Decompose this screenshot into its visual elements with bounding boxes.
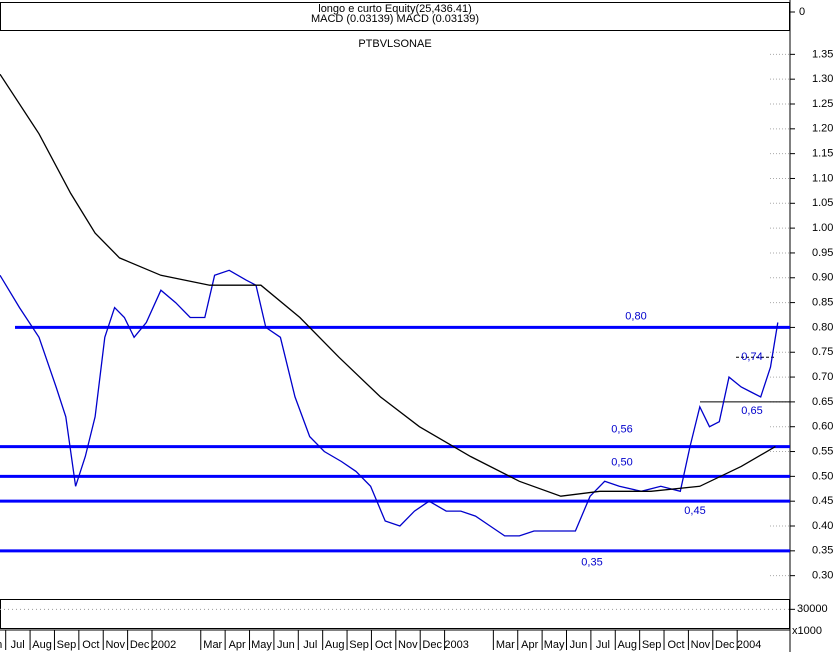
chart-title: PTBVLSONAE: [358, 38, 431, 50]
y-tick-label: 0.35: [812, 545, 833, 557]
x-tick-label: Oct: [375, 639, 392, 651]
x-tick-label: Dec: [130, 639, 150, 651]
y-tick-label: 0.85: [812, 296, 833, 308]
annotation-label: 0,65: [741, 405, 762, 417]
y-tick-label: 1.15: [812, 148, 833, 160]
price-line: [0, 269, 779, 537]
y-tick-label: 0.65: [812, 396, 833, 408]
x-tick-label: Aug: [32, 639, 52, 651]
level-label: 0,56: [611, 423, 632, 435]
y-tick-label: 1.25: [812, 98, 833, 110]
level-label: 0,80: [625, 310, 646, 322]
x-tick-label: Oct: [667, 639, 684, 651]
x-tick-label: Jun: [277, 639, 295, 651]
y-tick-label: 1.35: [812, 48, 833, 60]
level-label: 0,45: [684, 505, 705, 517]
volume-unit: x1000: [792, 625, 822, 637]
y-tick-label: 0.60: [812, 421, 833, 433]
price-line: [0, 73, 776, 497]
y-tick-label: 0.80: [812, 321, 833, 333]
x-tick-label: May: [544, 639, 565, 651]
y-tick-label: 0.75: [812, 346, 833, 358]
x-tick-label: Oct: [82, 639, 99, 651]
indicator-subtitle: MACD (0.03139) MACD (0.03139): [311, 13, 479, 25]
y-tick-label: 1.10: [812, 172, 833, 184]
y-tick-label: 1.00: [812, 222, 833, 234]
x-tick-label: Sep: [642, 639, 662, 651]
x-tick-label: Dec: [422, 639, 442, 651]
x-tick-label: Jul: [303, 639, 317, 651]
indicator-title: longo e curto Equity(25,436.41): [318, 3, 472, 15]
y-tick-label: 0.30: [812, 570, 833, 582]
x-tick-label: 2002: [152, 639, 176, 651]
x-tick-label: Apr: [521, 639, 538, 651]
y-tick-label: 0.70: [812, 371, 833, 383]
y-tick-label: 1.05: [812, 197, 833, 209]
x-tick-label: Jul: [596, 639, 610, 651]
y-tick-label: 0.95: [812, 247, 833, 259]
x-tick-label: Nov: [691, 639, 711, 651]
y-tick-label: 0.45: [812, 495, 833, 507]
x-tick-label: Sep: [349, 639, 369, 651]
level-label: 0,35: [581, 557, 602, 569]
y-tick-label: 0: [799, 6, 805, 18]
x-tick-label: Aug: [617, 639, 637, 651]
x-tick-label: Nov: [398, 639, 418, 651]
y-tick-label: 30000: [797, 603, 828, 615]
y-tick-label: 1.20: [812, 123, 833, 135]
x-tick-label: Jun: [0, 639, 2, 651]
y-tick-label: 0.50: [812, 470, 833, 482]
level-label: 0,50: [611, 456, 632, 468]
x-tick-label: Dec: [715, 639, 735, 651]
x-tick-label: Sep: [57, 639, 77, 651]
x-tick-label: Nov: [105, 639, 125, 651]
y-tick-label: 0.90: [812, 272, 833, 284]
x-tick-label: Jun: [570, 639, 588, 651]
x-tick-label: Aug: [325, 639, 345, 651]
annotation-label: 0,74: [741, 351, 762, 363]
y-tick-label: 0.40: [812, 520, 833, 532]
x-tick-label: Apr: [229, 639, 246, 651]
x-tick-label: Jul: [11, 639, 25, 651]
x-tick-label: May: [251, 639, 272, 651]
x-tick-label: Mar: [203, 639, 222, 651]
x-tick-label: 2003: [444, 639, 468, 651]
y-tick-label: 1.30: [812, 73, 833, 85]
y-tick-label: 0.55: [812, 445, 833, 457]
x-tick-label: 2004: [737, 639, 761, 651]
x-tick-label: Mar: [496, 639, 515, 651]
